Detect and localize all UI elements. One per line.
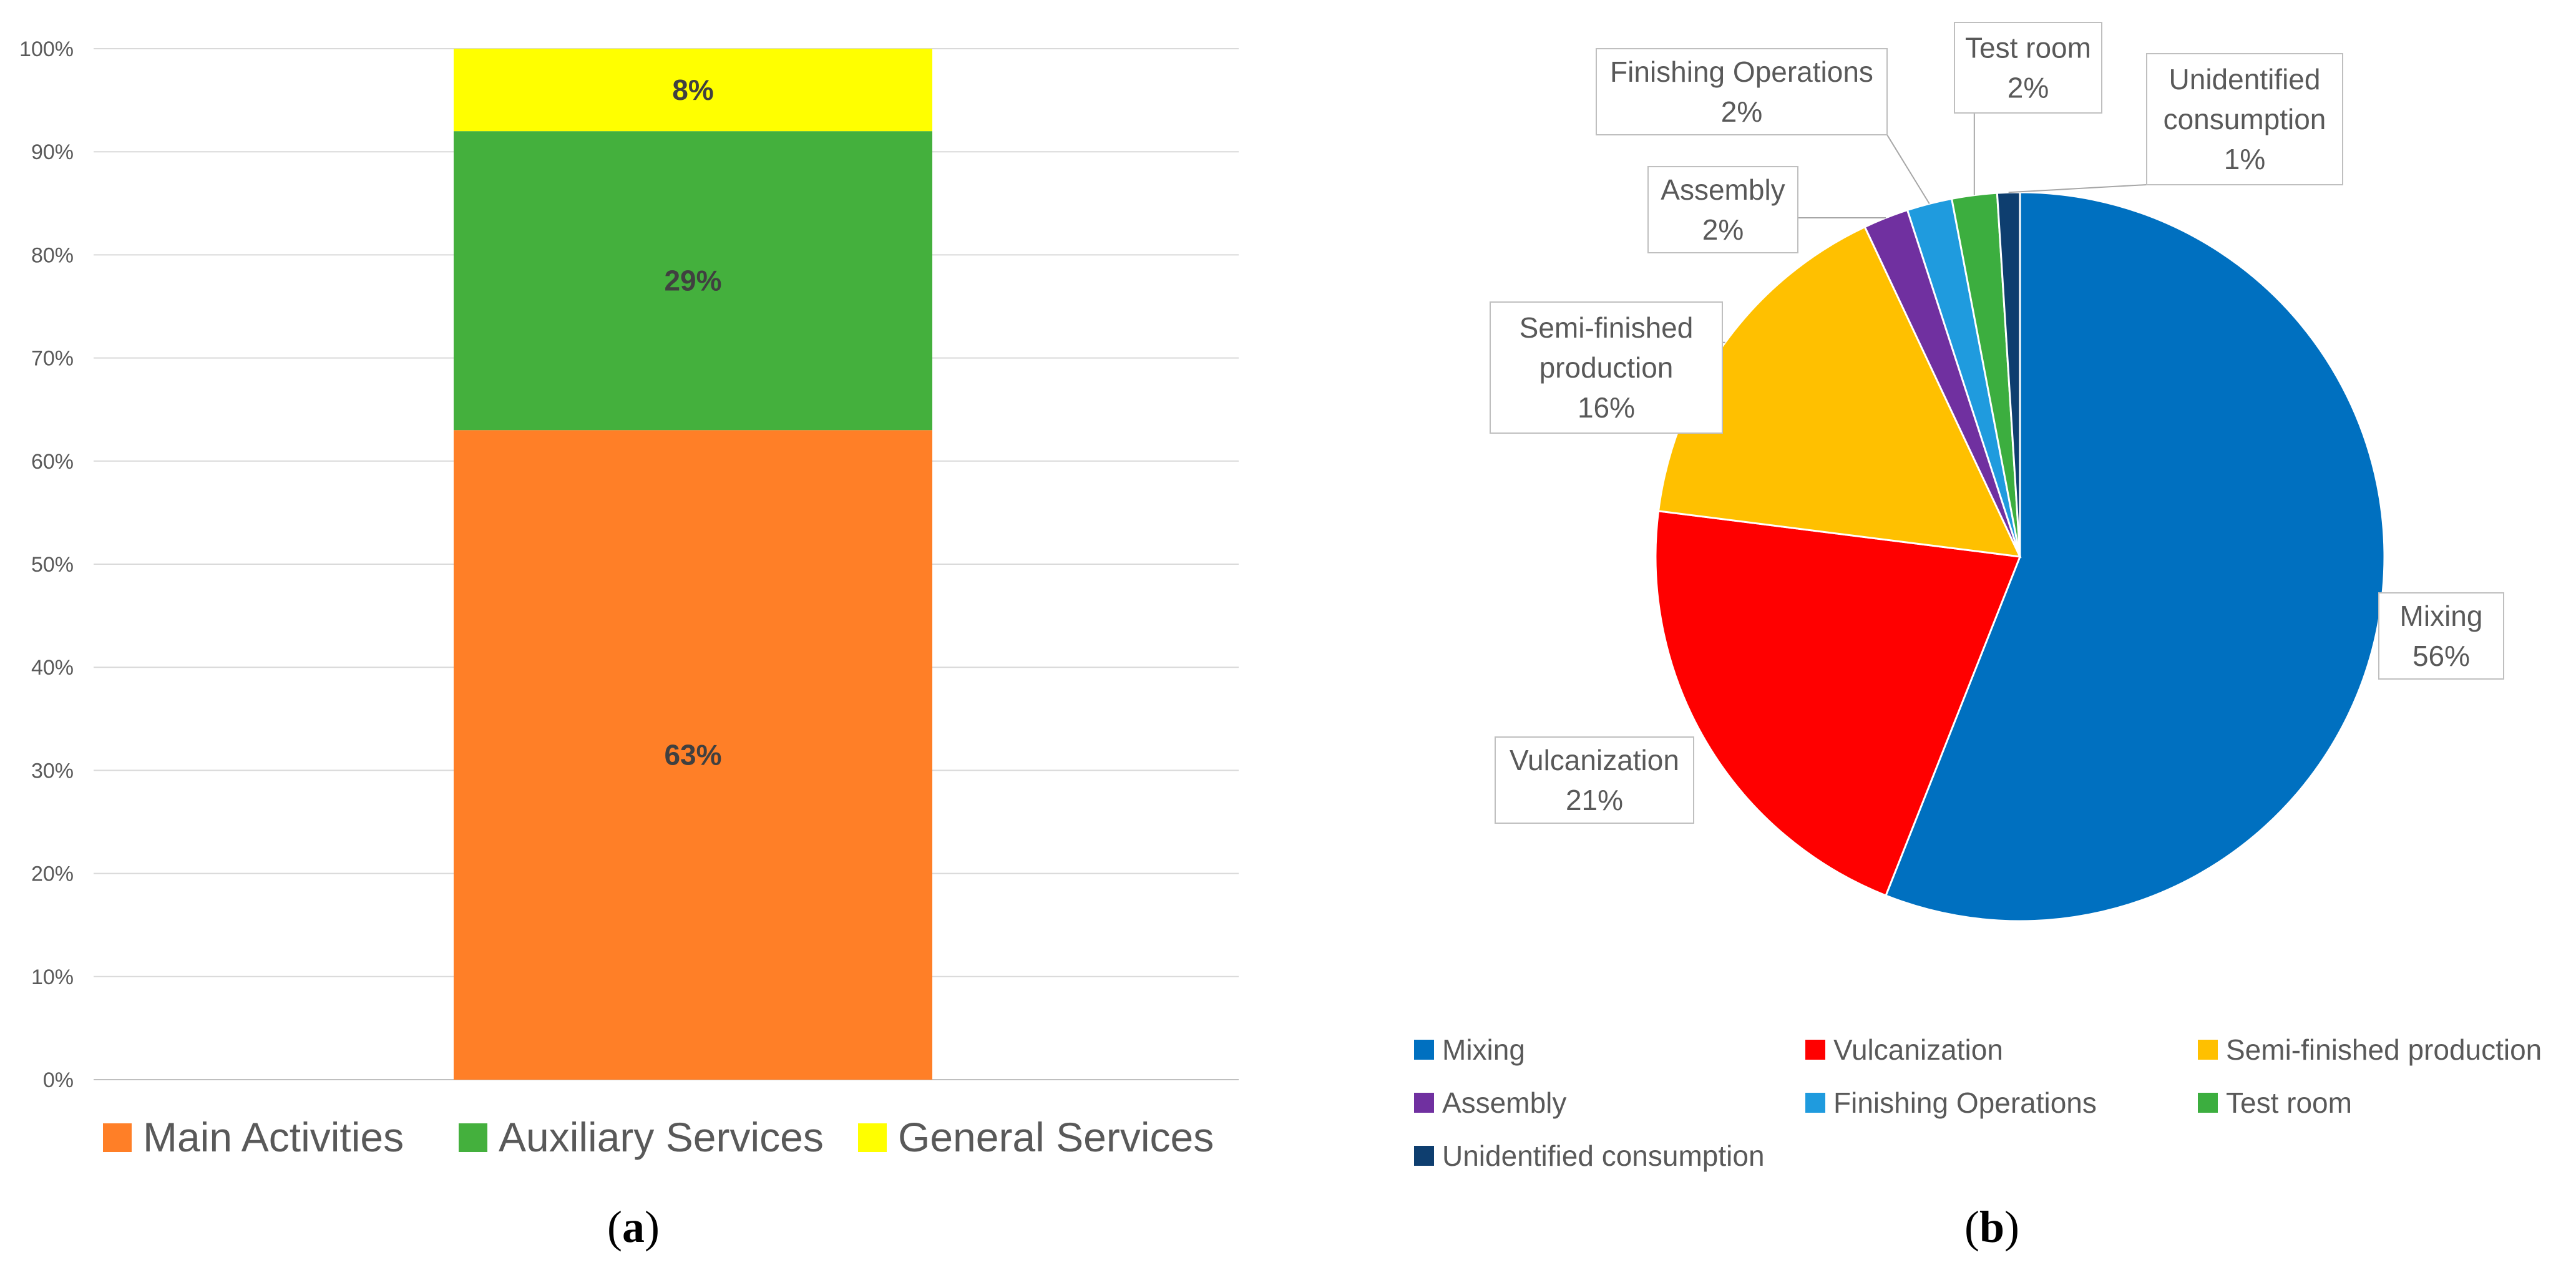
callout-box	[1490, 301, 1723, 434]
legend-label: Mixing	[1442, 1033, 1525, 1066]
callout-box	[2378, 592, 2504, 680]
bar-segment	[454, 131, 932, 431]
y-tick-label: 50%	[31, 553, 74, 577]
legend-swatch	[459, 1123, 487, 1152]
callout-name: Unidentified	[2169, 63, 2321, 95]
callout-value: 16%	[1578, 391, 1635, 424]
callout-name: Mixing	[2400, 600, 2483, 632]
legend-label: General Services	[898, 1114, 1214, 1160]
callout-name: Semi-finished	[1520, 311, 1694, 344]
legend-swatch	[2198, 1040, 2218, 1060]
legend-label: Semi-finished production	[2226, 1033, 2542, 1066]
callout-box	[1954, 22, 2102, 114]
callout-name: consumption	[2164, 103, 2326, 135]
caption-a: (a)	[607, 1202, 660, 1252]
y-tick-label: 70%	[31, 347, 74, 371]
y-tick-label: 60%	[31, 450, 74, 474]
callout-value: 1%	[2224, 143, 2265, 175]
callout-name: Test room	[1965, 32, 2091, 64]
pie-chart: Mixing 56% Vulcanization 21% Semi-finished pr…	[1414, 22, 2542, 1252]
bar-segment	[454, 49, 932, 132]
callout-value: 56%	[2413, 640, 2470, 672]
y-tick-label: 40%	[31, 656, 74, 680]
callout-value: 2%	[2008, 72, 2049, 104]
legend-swatch	[1414, 1040, 1434, 1060]
callout-name: Finishing Operations	[1610, 56, 1873, 88]
callout-value: 2%	[1721, 95, 1762, 128]
legend-label: Main Activities	[143, 1114, 404, 1160]
y-tick-label: 10%	[31, 965, 74, 989]
data-label: 63%	[664, 739, 721, 771]
legend-label: Test room	[2226, 1087, 2352, 1119]
callout-name: Vulcanization	[1510, 744, 1679, 776]
legend-swatch	[1414, 1093, 1434, 1113]
data-label: 8%	[672, 74, 713, 106]
leader-line	[2008, 184, 2147, 193]
leader-line	[1886, 134, 1930, 204]
y-tick-label: 20%	[31, 862, 74, 886]
callout-box	[1647, 166, 1798, 253]
caption-b: (b)	[1964, 1202, 2019, 1252]
legend-swatch	[1414, 1146, 1434, 1166]
y-tick-label: 0%	[43, 1068, 74, 1092]
y-tick-label: 30%	[31, 759, 74, 783]
legend-label: Vulcanization	[1833, 1033, 2003, 1066]
pie-slice	[1885, 191, 2386, 922]
callout-value: 21%	[1566, 784, 1623, 816]
data-label: 29%	[664, 265, 721, 297]
legend-swatch	[858, 1123, 887, 1152]
callout-box	[2146, 53, 2343, 185]
callout-box	[1596, 48, 1888, 135]
y-tick-label: 80%	[31, 243, 74, 267]
y-tick-label: 100%	[19, 37, 74, 61]
pie-slice	[1654, 510, 2022, 897]
stacked-bar-chart: 0% 10% 20% 30% 40% 50% 60% 70% 80% 90% 100% 63% 29% 8…	[19, 37, 1239, 1252]
callout-box	[1495, 736, 1694, 824]
callout-value: 2%	[1702, 213, 1744, 246]
callout-name: Assembly	[1661, 173, 1785, 206]
legend-swatch	[1805, 1093, 1825, 1113]
legend-swatch	[2198, 1093, 2218, 1113]
bar-segment	[454, 430, 932, 1080]
legend-label: Unidentified consumption	[1442, 1140, 1765, 1172]
callout-name: production	[1539, 351, 1674, 384]
legend-label: Finishing Operations	[1833, 1087, 2097, 1119]
legend-swatch	[1805, 1040, 1825, 1060]
legend-label: Auxiliary Services	[499, 1114, 824, 1160]
y-tick-label: 90%	[31, 140, 74, 164]
legend-label: Assembly	[1442, 1087, 1566, 1119]
caption-letter: a	[622, 1202, 645, 1252]
caption-letter: b	[1979, 1202, 2004, 1252]
legend-swatch	[103, 1123, 132, 1152]
